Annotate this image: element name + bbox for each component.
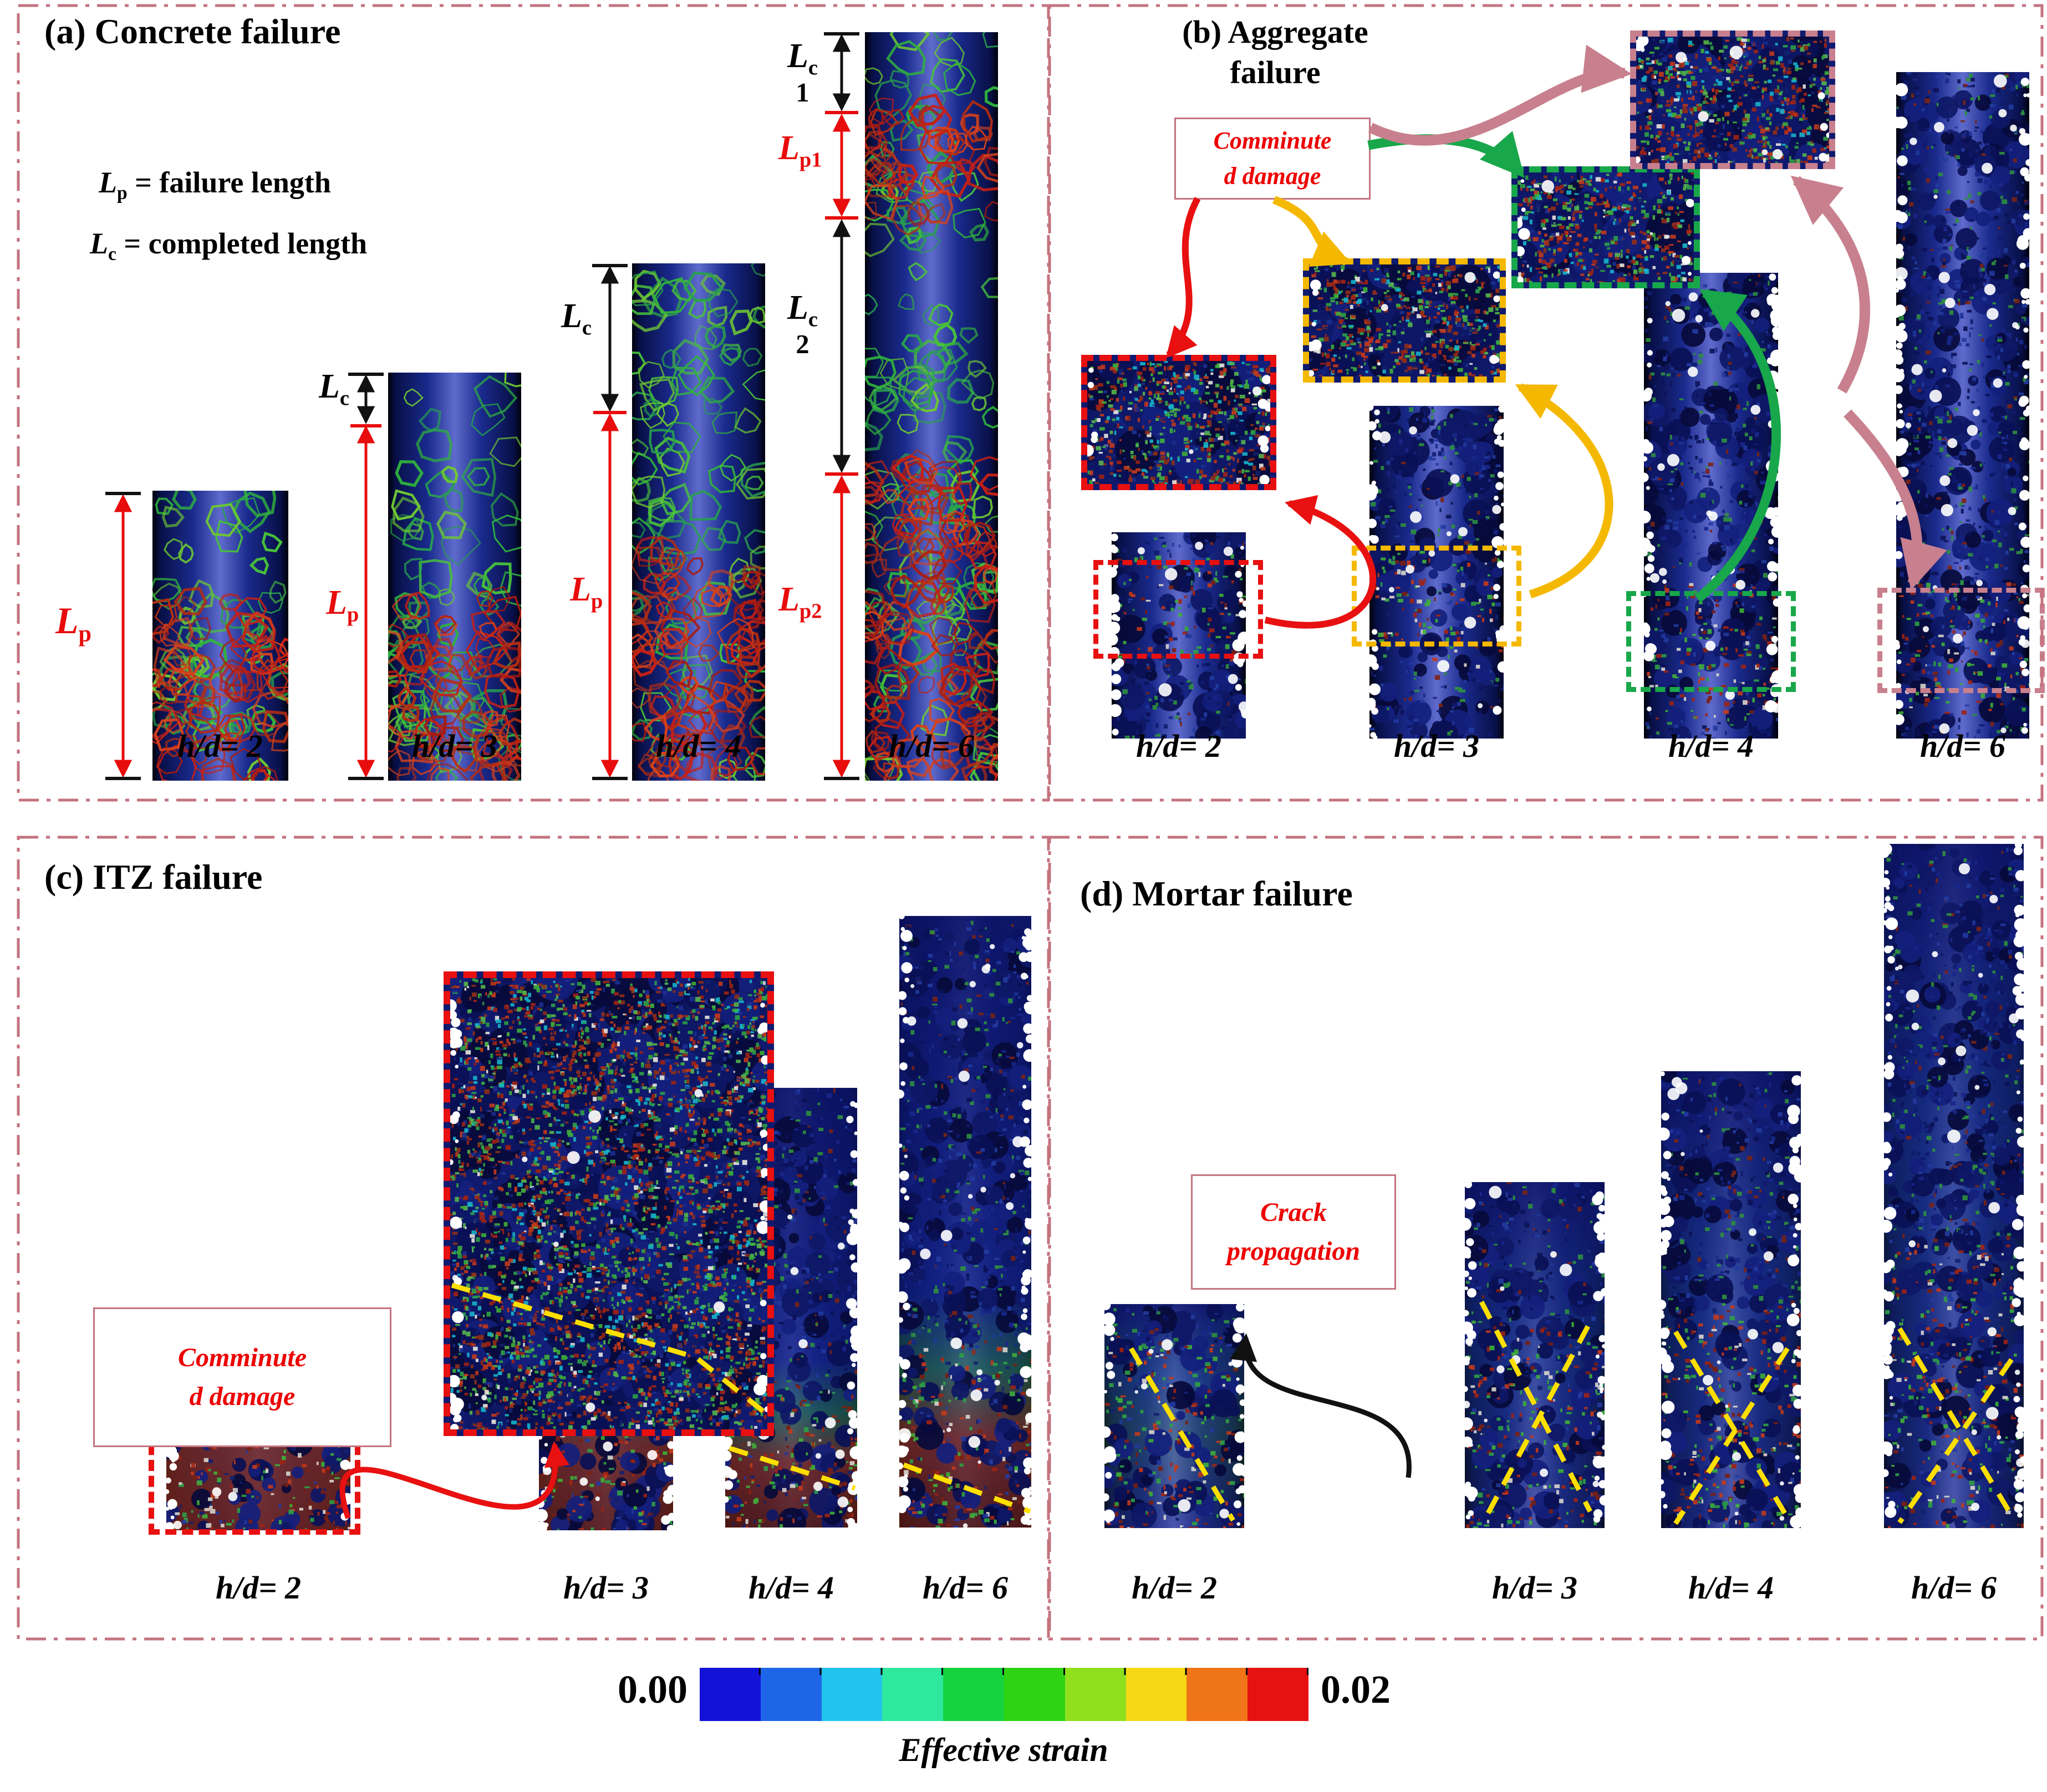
colorbar-max-label: 0.02 (1321, 1667, 1391, 1712)
callout-b-line1: Comminute (1213, 127, 1332, 155)
ann-lc2-hd6: Lc 2 (787, 289, 818, 360)
colorbar (700, 1668, 1308, 1721)
highlight-box-b-hd3-yellow (1352, 546, 1521, 646)
arrow-black-crack-propagation (1230, 1333, 1412, 1478)
callout-d-line2: propagation (1226, 1236, 1361, 1266)
ann-lp-hd3: Lp (326, 584, 359, 627)
legend-lc-subscript: c (108, 243, 116, 264)
specimen-a-hd4 (618, 255, 782, 791)
specimen-c-hd6 (889, 911, 1043, 1530)
label-d-hd6: h/d= 6 (1911, 1570, 1997, 1606)
callout-c-comminuted-damage: Comminute d damage (93, 1307, 391, 1447)
ann-lp1-hd6: Lp1 (778, 129, 822, 172)
label-a-hd2: h/d= 2 (177, 728, 263, 764)
colorbar-segment-4 (943, 1668, 1004, 1721)
label-b-hd6: h/d= 6 (1920, 728, 2005, 764)
highlight-box-b-hd6-pink (1877, 588, 2045, 693)
specimen-d-hd2 (1094, 1299, 1251, 1532)
colorbar-segment-6 (1065, 1668, 1126, 1721)
specimen-a-hd6 (844, 21, 1016, 793)
label-d-hd2: h/d= 2 (1132, 1570, 1217, 1606)
legend-lp-subscript: p (117, 182, 128, 203)
colorbar-segment-0 (700, 1668, 761, 1721)
ann-lp-hd4: Lp (570, 571, 603, 613)
specimen-a-hd3 (374, 361, 543, 799)
inset-b-yellow-comminuted (1292, 245, 1515, 397)
inset-c-comminuted (434, 955, 787, 1450)
legend-lp-text: = failure length (127, 166, 331, 199)
label-a-hd3: h/d= 3 (412, 728, 497, 764)
colorbar-min-label: 0.00 (618, 1667, 688, 1712)
legend-lc: Lc = completed length (90, 226, 367, 265)
callout-c-line1: Comminute (177, 1343, 307, 1373)
colorbar-segment-2 (821, 1668, 883, 1721)
ann-lc-hd4: Lc (561, 297, 592, 340)
arrow-pink-box-to-inset (1790, 175, 1870, 394)
panel-b-title: (b) Aggregate failure (1131, 12, 1419, 93)
arrow-red-callout-to-inset (1165, 197, 1201, 359)
highlight-box-b-hd4-green (1626, 591, 1796, 692)
label-d-hd4: h/d= 4 (1688, 1570, 1774, 1606)
colorbar-segment-1 (760, 1668, 822, 1721)
panel-a-title: (a) Concrete failure (44, 12, 341, 51)
label-a-hd4: h/d= 4 (656, 728, 741, 764)
arrow-yellow-box-to-inset (1515, 383, 1613, 599)
inset-b-green-comminuted (1495, 150, 1710, 301)
arrow-yellow-callout-to-inset (1272, 196, 1352, 267)
ann-lc1-hd6: Lc 1 (787, 37, 818, 108)
panel-c-title: (c) ITZ failure (44, 857, 263, 897)
callout-d-crack-propagation: Crack propagation (1191, 1174, 1396, 1290)
colorbar-segment-7 (1126, 1668, 1187, 1721)
specimen-d-hd6 (1875, 837, 2036, 1533)
specimen-d-hd4 (1648, 1063, 1811, 1536)
colorbar-segment-9 (1247, 1668, 1308, 1721)
label-c-hd6: h/d= 6 (923, 1570, 1008, 1606)
colorbar-segment-8 (1187, 1668, 1248, 1721)
ann-lp-hd2: Lp (55, 599, 91, 647)
colorbar-segment-3 (882, 1668, 944, 1721)
ann-lc-hd3: Lc (319, 368, 349, 410)
specimen-d-hd3 (1450, 1177, 1613, 1538)
highlight-box-b-hd2-red (1093, 560, 1263, 659)
colorbar-title: Effective strain (899, 1732, 1108, 1768)
colorbar-segment-5 (1004, 1668, 1065, 1721)
callout-d-line1: Crack (1260, 1198, 1327, 1228)
label-c-hd4: h/d= 4 (748, 1570, 834, 1606)
callout-b-line2: d damage (1224, 162, 1321, 190)
arrow-green-callout-to-inset (1367, 131, 1525, 178)
ann-lp2-hd6: Lp2 (778, 581, 822, 623)
inset-b-pink-comminuted (1619, 24, 1848, 181)
label-b-hd3: h/d= 3 (1394, 728, 1479, 764)
legend-lp-symbol: L (99, 166, 117, 199)
label-c-hd3: h/d= 3 (563, 1570, 649, 1606)
legend-lc-symbol: L (90, 227, 108, 260)
legend-lp: Lp = failure length (99, 165, 331, 204)
label-b-hd2: h/d= 2 (1136, 728, 1221, 764)
label-d-hd3: h/d= 3 (1492, 1570, 1577, 1606)
label-c-hd2: h/d= 2 (216, 1570, 301, 1606)
label-b-hd4: h/d= 4 (1668, 728, 1754, 764)
arrow-red-specimen-to-inset (339, 1441, 570, 1519)
label-a-hd6: h/d= 6 (889, 728, 974, 764)
legend-lc-text: = completed length (116, 227, 368, 260)
callout-c-line2: d damage (189, 1382, 296, 1411)
inset-b-red-comminuted (1074, 348, 1282, 502)
panel-d-title: (d) Mortar failure (1080, 874, 1353, 913)
panel-b-title-line1: (b) Aggregate (1182, 14, 1368, 50)
callout-b-comminuted-damage: Comminute d damage (1174, 118, 1371, 200)
panel-b-title-line2: failure (1230, 54, 1321, 90)
